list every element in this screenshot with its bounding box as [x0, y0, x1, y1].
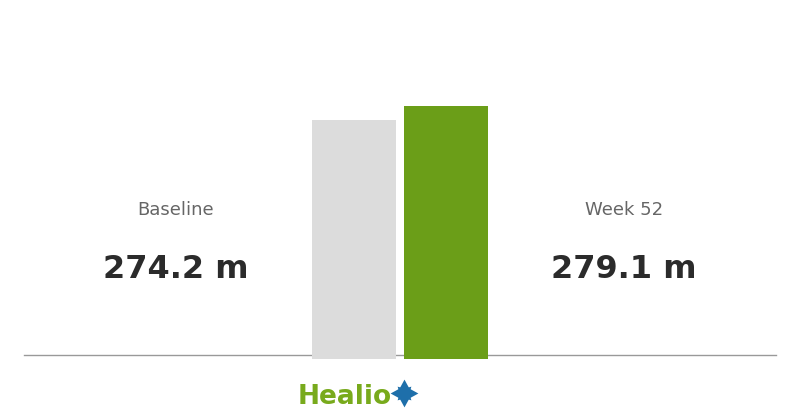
Text: Week 52: Week 52 [585, 201, 663, 218]
Bar [404, 106, 488, 359]
Bar [312, 120, 396, 359]
Text: 274.2 m: 274.2 m [103, 254, 249, 285]
Text: Baseline: Baseline [138, 201, 214, 218]
Text: 279.1 m: 279.1 m [551, 254, 697, 285]
Text: Healio: Healio [298, 384, 392, 410]
Text: Change in mean 6MWD with inhaled treprostinil:: Change in mean 6MWD with inhaled trepros… [113, 25, 687, 45]
